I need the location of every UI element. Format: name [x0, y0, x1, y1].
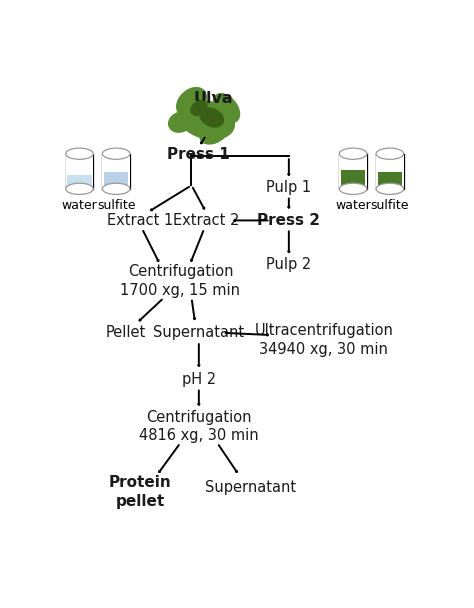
Ellipse shape: [102, 183, 130, 195]
Text: Extract 2: Extract 2: [173, 213, 239, 228]
FancyBboxPatch shape: [339, 154, 367, 189]
Text: Pulp 2: Pulp 2: [266, 257, 311, 272]
Text: water: water: [62, 199, 97, 212]
Text: pH 2: pH 2: [182, 372, 216, 387]
Ellipse shape: [339, 183, 367, 195]
Ellipse shape: [102, 148, 130, 159]
Text: sulfite: sulfite: [97, 199, 136, 212]
Text: Pulp 1: Pulp 1: [266, 180, 311, 195]
Text: water: water: [335, 199, 371, 212]
Text: Pellet: Pellet: [105, 325, 146, 340]
Ellipse shape: [376, 148, 404, 159]
Text: Supernatant: Supernatant: [153, 325, 245, 340]
Text: Ultracentrifugation
34940 xg, 30 min: Ultracentrifugation 34940 xg, 30 min: [255, 323, 393, 357]
Text: Extract 1: Extract 1: [107, 213, 173, 228]
Ellipse shape: [66, 148, 93, 159]
Text: Centrifugation
1700 xg, 15 min: Centrifugation 1700 xg, 15 min: [120, 264, 240, 298]
Text: Press 2: Press 2: [257, 213, 320, 228]
FancyBboxPatch shape: [102, 154, 130, 189]
Ellipse shape: [376, 183, 404, 195]
FancyBboxPatch shape: [378, 172, 402, 187]
FancyBboxPatch shape: [66, 154, 93, 189]
FancyBboxPatch shape: [376, 154, 404, 189]
FancyBboxPatch shape: [341, 170, 365, 187]
Ellipse shape: [177, 88, 206, 116]
Text: Centrifugation
4816 xg, 30 min: Centrifugation 4816 xg, 30 min: [139, 410, 259, 443]
Text: sulfite: sulfite: [371, 199, 409, 212]
Ellipse shape: [178, 100, 234, 139]
Ellipse shape: [66, 183, 93, 195]
Text: Press 1: Press 1: [167, 147, 230, 162]
FancyBboxPatch shape: [67, 174, 92, 187]
Ellipse shape: [169, 112, 192, 132]
Ellipse shape: [200, 123, 227, 144]
Text: Protein
pellet: Protein pellet: [109, 475, 172, 509]
Ellipse shape: [200, 108, 223, 127]
Ellipse shape: [339, 148, 367, 159]
Text: Ulva: Ulva: [194, 91, 233, 106]
Text: Supernatant: Supernatant: [205, 480, 296, 495]
Ellipse shape: [191, 101, 207, 115]
Ellipse shape: [213, 94, 239, 122]
FancyBboxPatch shape: [104, 172, 128, 187]
